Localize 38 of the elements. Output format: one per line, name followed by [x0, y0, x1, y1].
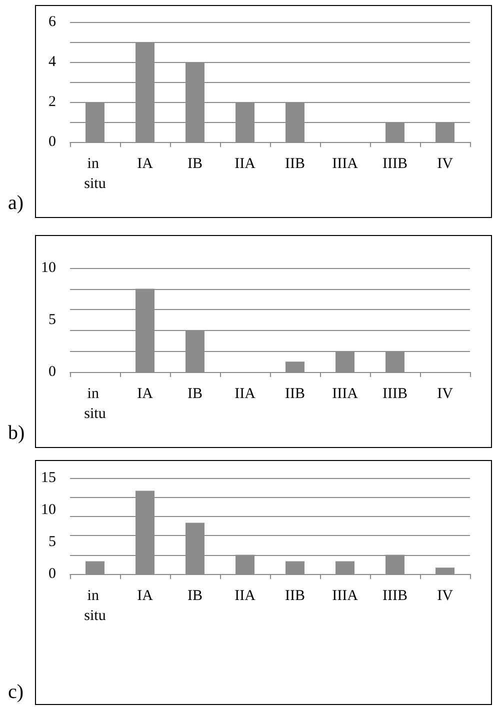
text: b) — [8, 422, 25, 444]
y-tick-label: 0 — [48, 364, 56, 380]
x-tick-label: IIIB — [382, 588, 408, 604]
x-tick-label: in situ — [84, 386, 106, 422]
y-tick-label: 6 — [48, 14, 56, 30]
x-tick-label: IB — [188, 386, 202, 402]
x-tick-label: in situ — [84, 588, 106, 624]
y-tick-label: 10 — [41, 260, 56, 276]
y-tick-label: 0 — [48, 566, 56, 582]
x-tick-label: IB — [188, 588, 202, 604]
y-tick-label: 10 — [41, 502, 56, 518]
x-tick-label: IIIA — [332, 386, 358, 402]
y-tick-label: 2 — [48, 94, 56, 110]
x-tick-label: IIA — [234, 588, 256, 604]
x-tick-label: IV — [437, 156, 454, 172]
x-tick-label: IV — [437, 386, 454, 402]
x-tick-label: IIB — [285, 588, 305, 604]
x-tick-label: IIA — [234, 386, 256, 402]
x-tick-label: IIA — [234, 156, 256, 172]
x-tick-label: in situ — [84, 156, 106, 192]
x-tick-label: IIB — [285, 386, 305, 402]
x-tick-label: IIIB — [382, 156, 408, 172]
x-tick-label: IV — [437, 588, 454, 604]
x-tick-label: IA — [137, 588, 154, 604]
x-tick-label: IIB — [285, 156, 305, 172]
y-tick-label: 0 — [48, 134, 56, 150]
x-tick-label: IA — [137, 156, 154, 172]
text: a) — [8, 192, 24, 214]
y-tick-label: 4 — [48, 54, 56, 70]
x-tick-label: IA — [137, 386, 154, 402]
x-tick-label: IB — [188, 156, 202, 172]
y-tick-label: 15 — [41, 470, 56, 486]
x-tick-label: IIIA — [332, 588, 358, 604]
y-tick-label: 5 — [48, 534, 56, 550]
text: c) — [8, 681, 24, 703]
y-tick-label: 5 — [48, 312, 56, 328]
x-tick-label: IIIB — [382, 386, 408, 402]
x-tick-label: IIIA — [332, 156, 358, 172]
